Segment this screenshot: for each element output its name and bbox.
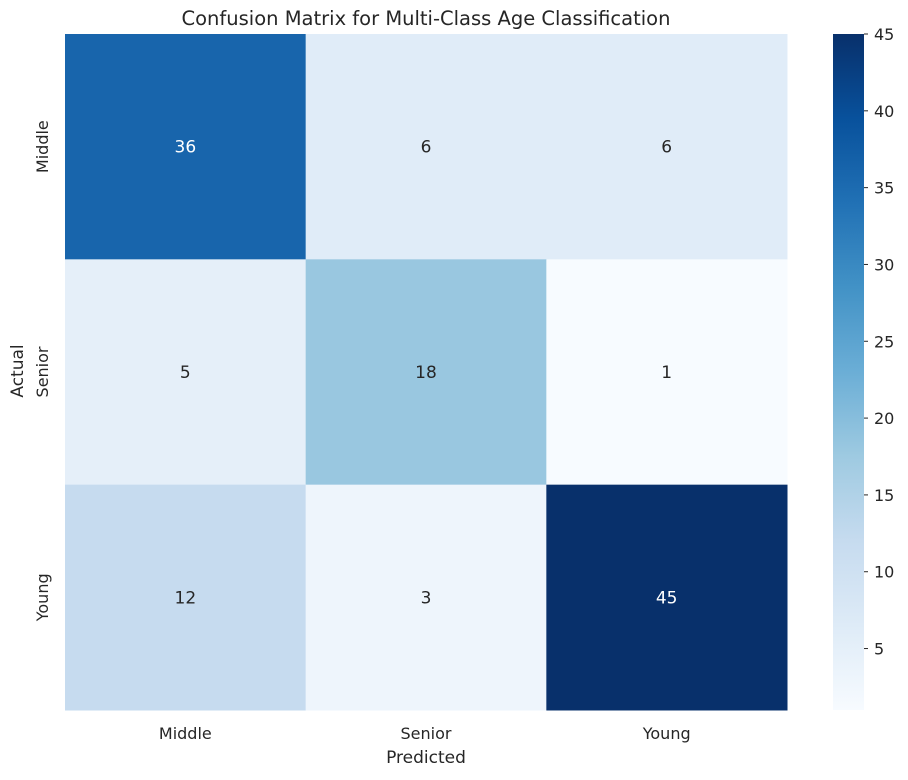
x-tick-senior: Senior bbox=[401, 724, 452, 743]
y-tick-young: Young bbox=[33, 573, 52, 622]
heatmap-cell-1-2 bbox=[546, 259, 788, 486]
heatmap-cell-0-0 bbox=[65, 34, 307, 260]
cell-value-2-0: 12 bbox=[175, 588, 197, 608]
x-tick-young: Young bbox=[642, 724, 691, 743]
cell-value-0-0: 36 bbox=[175, 138, 197, 158]
heatmap-cell-2-1 bbox=[305, 484, 547, 711]
chart-title: Confusion Matrix for Multi-Class Age Cla… bbox=[182, 7, 671, 30]
cell-value-1-1: 18 bbox=[415, 363, 437, 383]
y-tick-middle: Middle bbox=[33, 120, 52, 173]
x-tick-labels: Middle Senior Young bbox=[159, 724, 691, 743]
colorbar-tick-label-30: 30 bbox=[874, 255, 894, 274]
cell-value-2-1: 3 bbox=[421, 588, 432, 608]
heatmap-cell-0-1 bbox=[305, 34, 547, 260]
heatmap-cell-1-1 bbox=[305, 259, 547, 486]
colorbar-tick-label-10: 10 bbox=[874, 563, 894, 582]
colorbar-tick-label-20: 20 bbox=[874, 409, 894, 428]
cell-value-1-2: 1 bbox=[661, 363, 672, 383]
cell-value-1-0: 5 bbox=[180, 363, 191, 383]
colorbar-ticks: 5 10 15 20 25 30 35 40 45 bbox=[864, 25, 894, 659]
colorbar-tick-label-15: 15 bbox=[874, 486, 894, 505]
heatmap-cell-2-0 bbox=[65, 484, 307, 711]
cell-value-0-1: 6 bbox=[421, 138, 432, 158]
x-tick-middle: Middle bbox=[159, 724, 212, 743]
heatmap-cell-1-0 bbox=[65, 259, 307, 486]
colorbar-tick-label-5: 5 bbox=[874, 640, 884, 659]
colorbar-tick-label-45: 45 bbox=[874, 25, 894, 44]
x-axis-label: Predicted bbox=[386, 748, 466, 768]
heatmap-cell-2-2 bbox=[546, 484, 788, 711]
colorbar-tick-label-35: 35 bbox=[874, 179, 894, 198]
cell-value-2-2: 45 bbox=[656, 588, 678, 608]
colorbar-tick-label-25: 25 bbox=[874, 332, 894, 351]
colorbar-tick-label-40: 40 bbox=[874, 102, 894, 121]
y-tick-senior: Senior bbox=[33, 346, 52, 397]
heatmap-cell-0-2 bbox=[546, 34, 788, 260]
heatmap-cells: 36 6 6 5 18 1 12 3 45 bbox=[65, 34, 788, 711]
y-axis-label: Actual bbox=[8, 344, 28, 397]
cell-value-0-2: 6 bbox=[661, 138, 672, 158]
colorbar bbox=[833, 34, 864, 710]
y-tick-labels: Middle Senior Young bbox=[33, 120, 52, 622]
